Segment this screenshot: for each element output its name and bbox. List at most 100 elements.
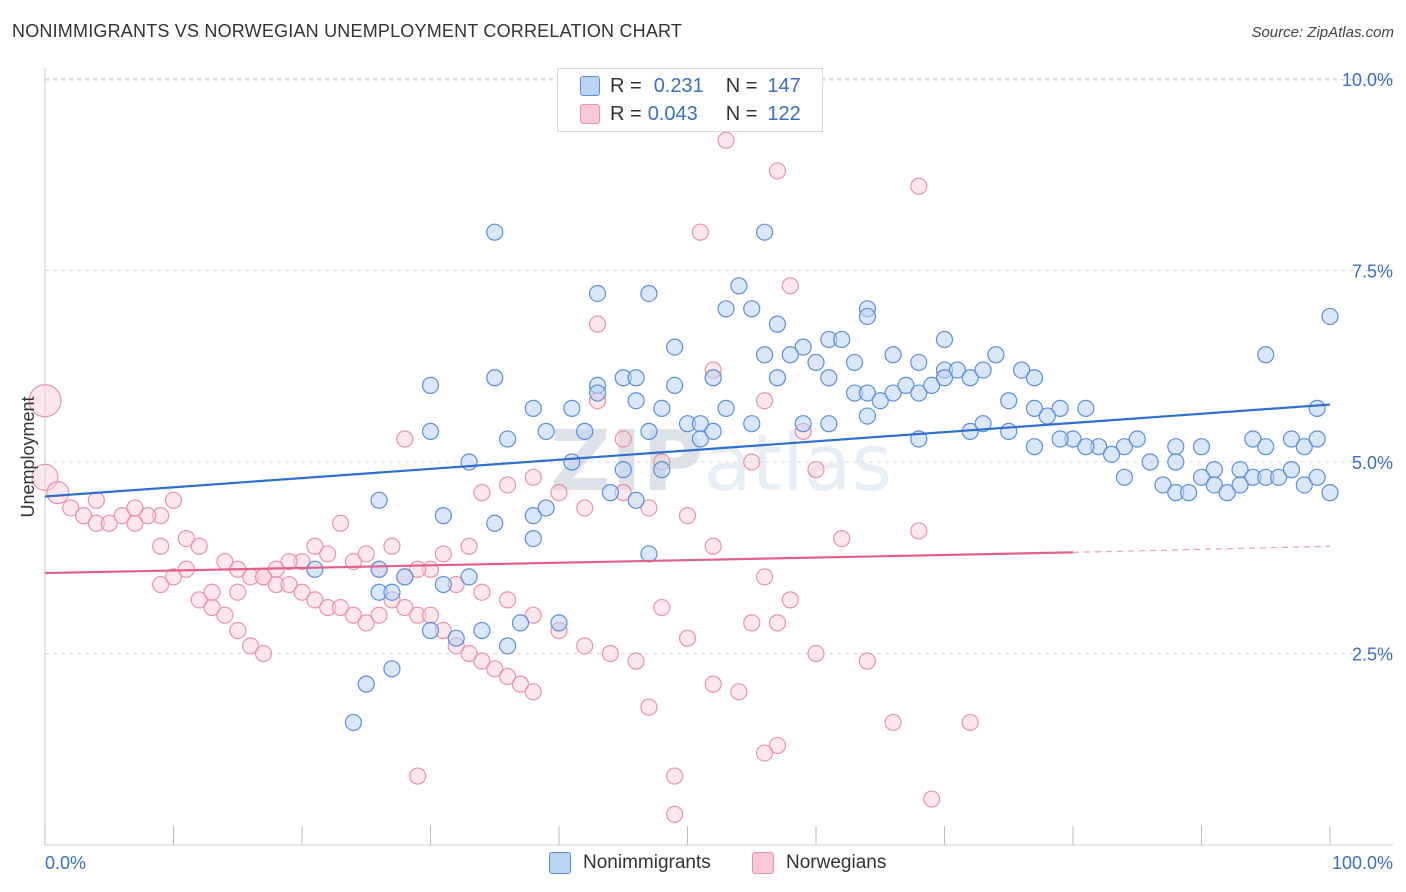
nonimmigrants-point [1038, 407, 1056, 425]
norwegians-point [434, 545, 452, 563]
n-value: 122 [767, 102, 801, 125]
nonimmigrants-trend-line [44, 403, 1331, 498]
nonimmigrants-point [794, 338, 812, 356]
legend-item-nonimmigrants[interactable]: Nonimmigrants [549, 850, 711, 876]
norwegians-point [653, 598, 671, 617]
norwegians-point [357, 614, 375, 632]
nonimmigrants-point [1269, 468, 1288, 486]
nonimmigrants-point [563, 399, 581, 417]
nonimmigrants-point [923, 376, 941, 394]
nonimmigrants-point [627, 369, 645, 387]
norwegians-point [203, 583, 221, 601]
nonimmigrants-point [704, 422, 722, 440]
nonimmigrants-point [858, 407, 877, 425]
nonimmigrants-point [1257, 438, 1275, 456]
nonimmigrants-point [1180, 484, 1198, 502]
norwegians-point [62, 499, 80, 517]
stats-row-nonimmigrants: R = 0.231 N = 147 [580, 73, 801, 99]
nonimmigrants-point [447, 629, 465, 647]
norwegians-point [164, 568, 183, 586]
chart-source: Source: ZipAtlas.com [1251, 24, 1394, 41]
nonimmigrants-point [961, 369, 979, 387]
nonimmigrants-point [1167, 453, 1185, 471]
nonimmigrants-point [383, 583, 401, 601]
nonimmigrants-point [743, 415, 761, 433]
nonimmigrants-point [755, 223, 774, 241]
nonimmigrants-point [1218, 484, 1236, 502]
norwegians-point [280, 552, 298, 571]
norwegians-point [473, 583, 491, 601]
nonimmigrants-point [563, 453, 581, 471]
nonimmigrants-point [974, 361, 992, 379]
nonimmigrants-point [833, 330, 851, 349]
norwegians-point [768, 614, 787, 632]
r-value: 0.231 [653, 74, 704, 97]
nonimmigrants-point [383, 660, 401, 678]
norwegians-point [755, 568, 774, 586]
nonimmigrants-point [486, 514, 504, 532]
nonimmigrants-point [1244, 430, 1262, 448]
nonimmigrants-point [421, 422, 440, 440]
nonimmigrants-point [897, 376, 915, 394]
nonimmigrants-point [1077, 399, 1095, 417]
norwegians-point [743, 614, 761, 632]
nonimmigrants-point [640, 284, 658, 303]
n-label: N = [725, 74, 758, 97]
nonimmigrants-point [1102, 445, 1121, 463]
nonimmigrants-point [1321, 307, 1339, 326]
nonimmigrants-point [1321, 484, 1339, 502]
nonimmigrants-point [588, 284, 607, 303]
nonimmigrants-point [473, 621, 491, 640]
norwegians-point [807, 461, 825, 479]
norwegians-point [152, 575, 170, 594]
norwegians-point [666, 805, 684, 823]
nonimmigrants-point [910, 353, 928, 372]
norwegians-point [833, 529, 851, 548]
nonimmigrants-point [653, 399, 671, 417]
nonimmigrants-point [1192, 438, 1211, 456]
norwegians-point [229, 583, 247, 601]
nonimmigrants-point [768, 369, 787, 387]
nonimmigrants-point [1051, 399, 1069, 417]
nonimmigrants-point [1295, 438, 1313, 456]
x-tick-label: 100.0% [1332, 853, 1393, 873]
y-tick-label: 7.5% [1352, 262, 1393, 282]
norwegians-point [640, 499, 658, 517]
nonimmigrants-point [640, 422, 658, 440]
norwegians-point [331, 514, 350, 532]
nonimmigrants-point [421, 376, 440, 394]
y-tick-label: 5.0% [1352, 453, 1393, 473]
legend-item-norwegians[interactable]: Norwegians [752, 850, 886, 876]
norwegians-point [87, 491, 106, 509]
norwegians-point [704, 675, 722, 693]
axes [44, 68, 1393, 846]
nonimmigrants-point [730, 277, 748, 295]
norwegians-point [499, 476, 517, 494]
norwegians-trend-line [44, 551, 1074, 575]
nonimmigrants-point [524, 529, 542, 548]
norwegians-point [74, 507, 93, 525]
nonimmigrants-point [588, 384, 607, 402]
norwegians-point [357, 545, 375, 563]
norwegians-point [152, 537, 170, 555]
norwegians-point [293, 552, 311, 571]
nonimmigrants-point [524, 507, 542, 525]
nonimmigrants-point [421, 621, 440, 640]
nonimmigrants-point [1308, 399, 1326, 417]
norwegians-point [203, 598, 221, 617]
nonimmigrants-point [755, 346, 774, 364]
nonimmigrants-point [666, 338, 684, 356]
norwegians-point [781, 591, 799, 609]
norwegians-point [524, 683, 542, 701]
nonimmigrants-point [807, 353, 825, 372]
nonimmigrants-point [499, 430, 517, 448]
nonimmigrants-point [499, 637, 517, 655]
nonimmigrants-point [434, 575, 452, 594]
nonimmigrants-point [1154, 476, 1172, 494]
norwegians-point [576, 499, 594, 517]
norwegians-point [511, 675, 530, 693]
n-label: N = [725, 102, 758, 125]
nonimmigrants-point [1231, 476, 1249, 494]
norwegians-point [678, 507, 697, 525]
nonimmigrants-point [344, 713, 362, 732]
